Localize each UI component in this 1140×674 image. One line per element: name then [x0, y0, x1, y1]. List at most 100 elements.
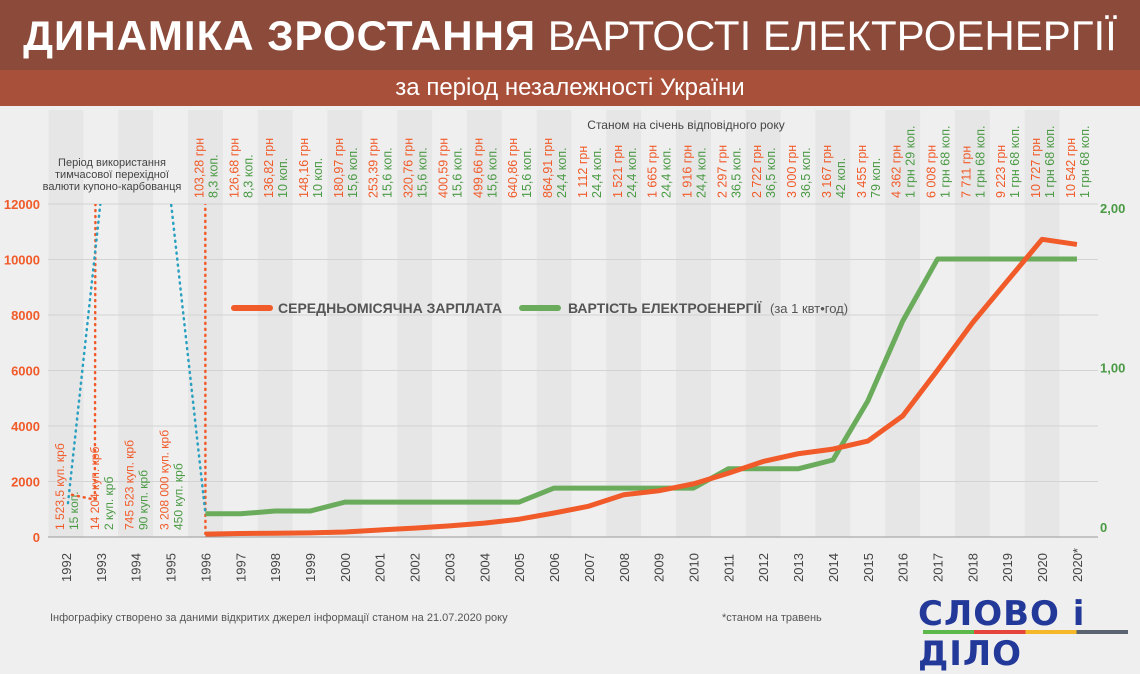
x-tick-label: 2012 — [756, 553, 771, 582]
electricity-value-label: 1 грн 29 коп. — [904, 126, 918, 199]
x-tick-label: 1995 — [164, 553, 179, 582]
x-tick-label: 2013 — [791, 553, 806, 582]
salary-value-label: 6 008 грн — [925, 145, 939, 198]
column-stripe — [118, 110, 154, 537]
electricity-value-label: 36,5 коп. — [729, 147, 743, 198]
electricity-value-label: 1 грн 68 коп. — [939, 126, 953, 199]
electricity-value-label: 15,6 коп. — [381, 147, 395, 198]
electricity-line — [205, 256, 1077, 517]
period-note-line: валюти купоно-карбованця — [43, 181, 182, 193]
electricity-value-label: 15,6 коп. — [520, 147, 534, 198]
electricity-value-label: 15,6 коп. — [450, 147, 464, 198]
x-tick-label: 2005 — [512, 553, 527, 582]
electricity-coupon-dotted-line — [169, 204, 207, 516]
left-tick-label: 10000 — [4, 253, 40, 268]
legend-electricity-label: ВАРТІСТЬ ЕЛЕКТРОЕНЕРГІЇ — [568, 300, 762, 316]
electricity-value-label: 24,4 коп. — [694, 147, 708, 198]
salary-value-label: 1 916 грн — [680, 145, 694, 198]
footnote: *станом на травень — [722, 612, 822, 624]
title-bold: ДИНАМІКА ЗРОСТАННЯ — [23, 12, 537, 59]
electricity-value-label: 36,5 коп. — [799, 147, 813, 198]
x-tick-label: 2014 — [826, 553, 841, 582]
x-tick-label: 2004 — [477, 553, 492, 582]
salary-value-label: 148,16 грн — [297, 138, 311, 198]
title: ДИНАМІКА ЗРОСТАННЯ ВАРТОСТІ ЕЛЕКТРОЕНЕРГ… — [0, 0, 1140, 70]
salary-value-label: 136,82 грн — [262, 138, 276, 198]
column-stripe — [815, 110, 851, 537]
salary-value-label: 499,66 грн — [471, 138, 485, 198]
electricity-value-label: 24,4 коп. — [660, 147, 674, 198]
x-tick-label: 2010 — [686, 553, 701, 582]
electricity-value-label: 1 грн 68 коп. — [1078, 126, 1092, 199]
title-regular: ВАРТОСТІ ЕЛЕКТРОЕНЕРГІЇ — [547, 12, 1117, 59]
subtitle: за період незалежності України — [0, 70, 1140, 106]
salary-value-label: 320,76 грн — [402, 138, 416, 198]
legend-electricity-unit: (за 1 квт•год) — [770, 301, 848, 316]
x-tick-label: 2017 — [931, 553, 946, 582]
source-note: Інфографіку створено за даними відкритих… — [50, 612, 508, 624]
x-tick-label: 2020* — [1070, 548, 1085, 582]
right-tick-label: 2,00 — [1100, 201, 1125, 216]
salary-value-label: 10 542 грн — [1064, 138, 1078, 198]
x-tick-label: 2018 — [965, 553, 980, 582]
salary-value-label: 400,59 грн — [436, 138, 450, 198]
coupon-salary-label: 745 523 куп. крб — [123, 440, 137, 530]
salary-value-label: 3 455 грн — [855, 145, 869, 198]
salary-value-label: 3 167 грн — [820, 145, 834, 198]
x-tick-label: 1998 — [268, 553, 283, 582]
column-stripe — [48, 110, 84, 537]
x-tick-label: 2001 — [373, 553, 388, 582]
x-tick-label: 2002 — [408, 553, 423, 582]
right-tick-label: 1,00 — [1100, 361, 1125, 376]
column-stripe — [676, 110, 711, 537]
x-tick-label: 1992 — [59, 553, 74, 582]
electricity-value-label: 24,4 коп. — [625, 147, 639, 198]
x-tick-label: 1996 — [198, 553, 213, 582]
salary-value-label: 640,86 грн — [506, 138, 520, 198]
salary-value-label: 9 223 грн — [994, 145, 1008, 198]
x-tick-label: 2009 — [652, 553, 667, 582]
salary-value-label: 103,28 грн — [192, 138, 206, 198]
x-tick-label: 2016 — [896, 553, 911, 582]
x-tick-label: 2008 — [617, 553, 632, 582]
x-tick-label: 2015 — [861, 553, 876, 582]
salary-value-label: 10 727 грн — [1029, 138, 1043, 198]
left-tick-label: 4000 — [11, 419, 40, 434]
period-note-line: тимчасової перехідної — [55, 169, 169, 181]
salary-value-label: 3 000 грн — [785, 145, 799, 198]
logo: СЛОВО і ДІЛО — [918, 594, 1086, 674]
salary-value-label: 864,91 грн — [541, 138, 555, 198]
salary-value-label: 1 665 грн — [646, 145, 660, 198]
column-stripe — [397, 110, 433, 537]
x-tick-label: 2011 — [721, 554, 736, 582]
left-tick-label: 12000 — [4, 197, 40, 212]
electricity-value-label: 1 грн 68 коп. — [973, 126, 987, 199]
electricity-value-label: 24,4 коп. — [590, 147, 604, 198]
left-tick-label: 2000 — [11, 475, 40, 490]
x-tick-label: 2000 — [338, 553, 353, 582]
electricity-value-label: 15,6 коп. — [485, 147, 499, 198]
salary-value-label: 253,39 грн — [367, 138, 381, 198]
electricity-value-label: 36,5 коп. — [764, 147, 778, 198]
salary-line — [205, 236, 1078, 537]
x-tick-label: 2003 — [442, 553, 457, 582]
x-tick-label: 2007 — [582, 553, 597, 582]
period-note-line: Період використання — [58, 157, 166, 169]
left-tick-label: 6000 — [11, 364, 40, 379]
electricity-value-label: 10 коп. — [276, 158, 290, 198]
chart: 0 2000 4000 6000 8000 10000 12000 0 1,00 2,00 1992… — [3, 110, 1126, 582]
left-tick-label: 0 — [33, 530, 40, 545]
column-stripe — [606, 110, 642, 537]
electricity-value-label: 15,6 коп. — [346, 147, 360, 198]
salary-value-label: 1 521 грн — [611, 145, 625, 198]
coupon-electricity-label: 450 куп. крб — [172, 463, 186, 530]
coupon-salary-label: 1 523,5 куп. крб — [53, 443, 67, 530]
right-tick-label: 0 — [1100, 520, 1107, 535]
salary-value-label: 2 297 грн — [715, 145, 729, 198]
salary-value-label: 126,68 грн — [227, 138, 241, 198]
x-tick-label: 2019 — [1000, 553, 1015, 582]
salary-value-label: 1 112 грн — [576, 146, 590, 198]
salary-value-label: 2 722 грн — [750, 145, 764, 198]
coupon-electricity-label: 90 куп. крб — [137, 470, 151, 530]
electricity-value-label: 1 грн 68 коп. — [1043, 126, 1057, 199]
